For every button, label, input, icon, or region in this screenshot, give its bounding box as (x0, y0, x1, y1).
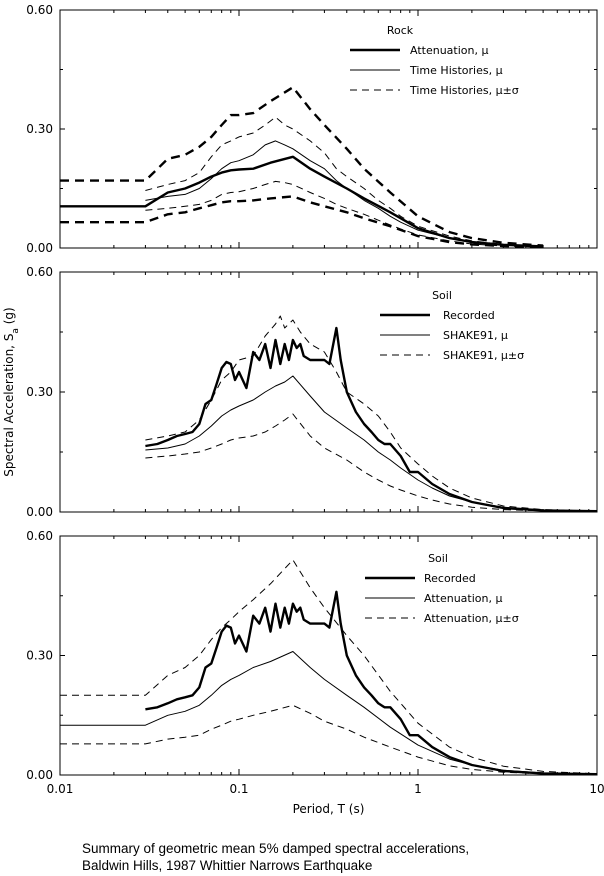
x-axis-label: Period, T (s) (293, 802, 365, 816)
legend-label: Attenuation, μ±σ (424, 612, 519, 625)
y-tick-label: 0.00 (26, 241, 53, 255)
series-line-bottom (60, 651, 598, 775)
series-line-top (60, 86, 544, 247)
legend-label: Time Histories, μ (409, 64, 503, 77)
plot-frame-middle (59, 271, 598, 513)
series-line-top (145, 180, 544, 248)
y-tick-label: 0.00 (26, 505, 53, 519)
series-line-middle (145, 413, 598, 513)
legend-label: SHAKE91, μ (443, 329, 508, 342)
caption-line-2: Baldwin Hills, 1987 Whittier Narrows Ear… (82, 858, 373, 873)
x-tick-label: 0.1 (229, 782, 248, 796)
series-line-top (60, 195, 544, 249)
legend-label: Attenuation, μ (424, 592, 502, 605)
series-line-middle (145, 315, 598, 512)
legend-label: Recorded (443, 309, 495, 322)
legend-label: Recorded (424, 572, 476, 585)
legend-title: Soil (432, 289, 452, 302)
series-line-top (60, 155, 544, 248)
x-tick-label: 0.01 (47, 782, 74, 796)
caption-line-1: Summary of geometric mean 5% damped spec… (82, 841, 470, 856)
legend-label: SHAKE91, μ±σ (443, 349, 524, 362)
x-tick-label: 10 (589, 782, 604, 796)
y-tick-label: 0.30 (26, 122, 53, 136)
series-line-bottom (145, 590, 598, 776)
series-line-bottom (60, 704, 598, 776)
legend-title: Soil (428, 552, 448, 565)
y-tick-label: 0.60 (26, 3, 53, 17)
y-tick-label: 0.30 (26, 385, 53, 399)
series-line-bottom (60, 559, 598, 775)
y-tick-label: 0.00 (26, 768, 53, 782)
x-tick-label: 1 (414, 782, 422, 796)
legend-label: Time Histories, μ±σ (409, 84, 519, 97)
y-tick-label: 0.60 (26, 529, 53, 543)
legend-title: Rock (387, 24, 414, 37)
plot-frame-bottom (59, 535, 598, 776)
series-line-top (145, 140, 544, 248)
y-axis-label: Spectral Acceleration, Sa (g) (2, 307, 21, 476)
legend-label: Attenuation, μ (410, 44, 488, 57)
y-tick-label: 0.30 (26, 649, 53, 663)
y-tick-label: 0.60 (26, 265, 53, 279)
spectral-acceleration-charts: 0.00 0.30 0.60 Rock Attenuation, μ Time Histo… (2, 3, 604, 816)
series-line-middle (145, 375, 598, 512)
series-line-middle (145, 326, 598, 513)
series-line-top (145, 116, 544, 247)
